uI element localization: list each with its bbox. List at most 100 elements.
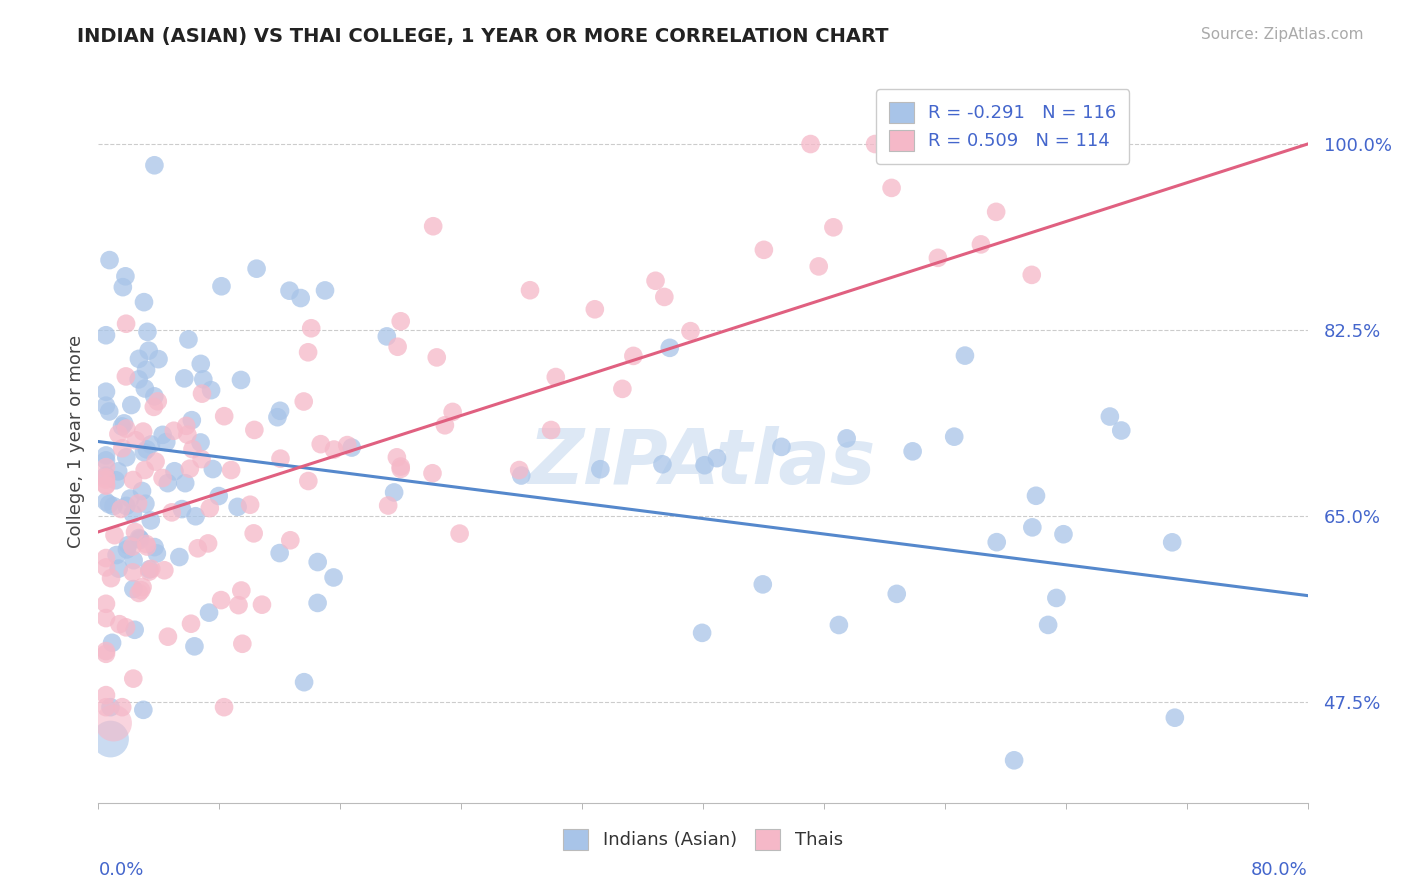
Point [544,370,567,384]
Point [292,394,315,409]
Point [307,555,329,569]
Point [1161,535,1184,549]
Point [886,587,908,601]
Point [94,560,117,574]
Point [122,553,145,567]
Point [433,418,456,433]
Point [198,501,221,516]
Point [138,343,160,358]
Point [243,423,266,437]
Point [156,630,179,644]
Point [143,540,166,554]
Point [269,404,291,418]
Point [141,562,163,576]
Point [94,478,117,492]
Point [156,476,179,491]
Point [510,468,533,483]
Point [121,566,143,580]
Point [127,496,149,510]
Point [94,399,117,413]
Point [1012,136,1035,151]
Point [103,528,125,542]
Point [1028,136,1050,151]
Point [174,476,197,491]
Point [146,394,169,409]
Point [191,386,214,401]
Y-axis label: College, 1 year or more: College, 1 year or more [66,335,84,548]
Point [693,458,716,473]
Point [208,489,231,503]
Point [115,317,138,331]
Point [111,419,134,434]
Point [943,430,966,444]
Point [211,279,233,293]
Point [828,618,851,632]
Point [297,474,319,488]
Point [449,526,471,541]
Point [163,424,186,438]
Point [187,541,209,556]
Point [770,440,793,454]
Point [679,324,702,338]
Point [148,352,170,367]
Point [184,509,207,524]
Point [299,321,322,335]
Point [111,280,134,294]
Point [101,636,124,650]
Point [181,442,204,457]
Point [927,251,949,265]
Point [340,441,363,455]
Point [100,732,122,747]
Point [115,369,138,384]
Point [94,468,117,483]
Point [583,302,606,317]
Point [107,561,129,575]
Text: Source: ZipAtlas.com: Source: ZipAtlas.com [1201,27,1364,42]
Point [114,269,136,284]
Point [111,700,134,714]
Point [426,351,449,365]
Point [122,672,145,686]
Point [1002,753,1025,767]
Point [142,400,165,414]
Point [1036,618,1059,632]
Point [799,136,821,151]
Point [153,563,176,577]
Point [752,243,775,257]
Point [98,404,121,418]
Point [94,449,117,463]
Text: 80.0%: 80.0% [1251,862,1308,880]
Point [132,425,155,439]
Point [752,577,775,591]
Point [389,314,412,328]
Point [190,452,212,467]
Point [94,453,117,467]
Point [1014,136,1036,151]
Text: 0.0%: 0.0% [98,862,143,880]
Text: ZIPAtlas: ZIPAtlas [529,426,877,500]
Point [986,535,1008,549]
Point [278,284,301,298]
Point [322,570,344,584]
Point [128,586,150,600]
Point [143,389,166,403]
Point [111,442,134,456]
Point [131,483,153,498]
Point [209,593,232,607]
Point [105,548,128,562]
Point [152,428,174,442]
Point [117,538,139,552]
Point [200,383,222,397]
Point [135,442,157,457]
Point [94,551,117,566]
Point [176,427,198,442]
Point [984,205,1007,219]
Point [292,675,315,690]
Point [135,537,157,551]
Point [612,382,634,396]
Point [94,477,117,491]
Point [94,644,117,658]
Point [103,716,125,731]
Point [169,549,191,564]
Point [880,181,903,195]
